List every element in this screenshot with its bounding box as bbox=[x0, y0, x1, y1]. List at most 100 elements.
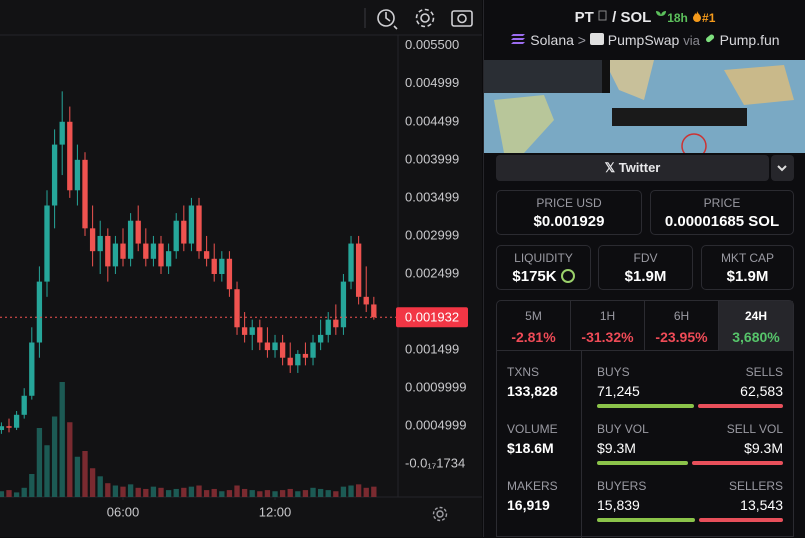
socials-expand[interactable] bbox=[771, 155, 794, 181]
candle-body bbox=[105, 235, 111, 267]
timeframe-label: 24H bbox=[744, 309, 767, 323]
timeframe-tabs: 5M -2.81% 1H -31.32% 6H -23.95% 24H 3,680% bbox=[497, 301, 793, 351]
last-price-label: 0.001932 bbox=[405, 310, 459, 325]
stat-label: VOLUME bbox=[507, 422, 558, 436]
copy-icon[interactable] bbox=[598, 10, 608, 22]
launchpad-link[interactable]: Pump.fun bbox=[719, 32, 780, 48]
buy-label: BUYS bbox=[597, 365, 630, 379]
axis-settings-icon[interactable] bbox=[432, 506, 448, 522]
candle-body bbox=[355, 243, 362, 297]
y-tick-label: 0.0004999 bbox=[405, 418, 466, 433]
volume-bar bbox=[181, 487, 187, 497]
volume-bar bbox=[112, 485, 119, 497]
candle-body bbox=[112, 243, 119, 267]
chart-background bbox=[0, 0, 482, 537]
volume-bar bbox=[340, 486, 347, 497]
timeframe-tab[interactable]: 6H -23.95% bbox=[645, 301, 719, 351]
candle-body bbox=[120, 243, 126, 259]
y-tick-label: 0.005500 bbox=[405, 37, 459, 52]
candle-body bbox=[29, 342, 35, 396]
stat-value: $18.6M bbox=[507, 440, 554, 456]
sell-share bbox=[697, 404, 783, 408]
candle-body bbox=[173, 220, 179, 252]
liquidity-lock bbox=[560, 269, 575, 283]
volume-bar bbox=[82, 451, 88, 497]
solana-logo bbox=[511, 34, 526, 44]
candle-body bbox=[158, 243, 164, 267]
timeframe-tab[interactable]: 24H 3,680% bbox=[719, 301, 793, 351]
trending-rank[interactable]: #1 bbox=[702, 11, 716, 25]
y-tick-label: -0.0₁₇1734 bbox=[405, 456, 465, 471]
timeframe-tab[interactable]: 1H -31.32% bbox=[571, 301, 645, 351]
timeframe-tab[interactable]: 5M -2.81% bbox=[497, 301, 571, 351]
candle-body bbox=[44, 205, 50, 282]
sell-value: 13,543 bbox=[740, 497, 783, 513]
price-value: $0.001929 bbox=[533, 213, 605, 230]
volume-bar bbox=[295, 491, 301, 497]
breadcrumb: Solana > PumpSwap via Pump.fun bbox=[484, 32, 805, 48]
price-label: PRICE USD bbox=[536, 196, 602, 210]
quote-symbol: SOL bbox=[620, 9, 652, 26]
volume-bar bbox=[150, 486, 157, 497]
candle-body bbox=[371, 304, 377, 318]
launchpad-logo bbox=[705, 34, 714, 43]
timeframe-change: -2.81% bbox=[511, 329, 556, 345]
chain-link[interactable]: Solana bbox=[530, 32, 574, 48]
candle-body bbox=[272, 342, 278, 351]
buy-sell-bar bbox=[597, 404, 783, 408]
volume-bar bbox=[355, 484, 362, 497]
candle-body bbox=[143, 243, 149, 259]
candle-body bbox=[333, 319, 339, 328]
sell-label: SELLS bbox=[745, 365, 783, 379]
pair-age: 18h bbox=[667, 11, 688, 25]
volume-bar bbox=[188, 486, 195, 497]
volume-bar bbox=[97, 476, 103, 497]
pair-panel: PT / SOL 18h #1 Solana > PumpSwap via Pu… bbox=[483, 0, 805, 538]
timeframe-label: 1H bbox=[599, 309, 616, 323]
dex-link[interactable]: PumpSwap bbox=[607, 32, 680, 48]
candle-body bbox=[127, 220, 134, 259]
volume-bar bbox=[272, 491, 278, 497]
timeframe-label: 6H bbox=[673, 309, 690, 323]
replay-icon[interactable] bbox=[377, 9, 398, 30]
settings-icon[interactable] bbox=[415, 8, 435, 28]
candle-body bbox=[279, 342, 286, 358]
timeframe-change: -23.95% bbox=[655, 329, 708, 345]
buy-value: $9.3M bbox=[597, 440, 636, 456]
candle-body bbox=[302, 353, 309, 358]
price-label: PRICE bbox=[703, 196, 741, 210]
snapshot-icon[interactable] bbox=[451, 10, 473, 27]
candle-body bbox=[226, 258, 233, 290]
volume-bar bbox=[74, 456, 81, 497]
volume-bar bbox=[173, 488, 179, 497]
candle-body bbox=[165, 251, 172, 267]
buy-sell-bar bbox=[597, 518, 783, 522]
buy-value: 15,839 bbox=[597, 497, 640, 513]
volume-bar bbox=[6, 490, 12, 497]
volume-bar bbox=[211, 488, 217, 497]
buy-label: BUYERS bbox=[597, 479, 647, 493]
candle-body bbox=[287, 357, 293, 366]
base-symbol: PT bbox=[574, 9, 594, 26]
buy-share bbox=[597, 404, 694, 408]
candle-body bbox=[363, 296, 369, 305]
volume-bar bbox=[203, 490, 210, 497]
stats-box: 5M -2.81% 1H -31.32% 6H -23.95% 24H 3,680% TXNS… bbox=[496, 300, 794, 538]
volume-bar bbox=[0, 491, 5, 497]
pair-separator: / bbox=[612, 9, 617, 26]
candle-body bbox=[13, 414, 20, 428]
volume-bar bbox=[348, 485, 354, 497]
buy-share bbox=[597, 461, 688, 465]
candle-body bbox=[181, 220, 187, 244]
volume-bar bbox=[67, 422, 73, 497]
x-tick-label: 06:00 bbox=[107, 504, 140, 519]
y-tick-label: 0.001499 bbox=[405, 342, 459, 357]
buy-share bbox=[597, 518, 696, 522]
sell-label: SELL VOL bbox=[726, 422, 783, 436]
twitter-button[interactable]: 𝕏 Twitter bbox=[496, 155, 769, 181]
candle-body bbox=[150, 243, 157, 259]
x-tick-label: 12:00 bbox=[259, 504, 292, 519]
candle-body bbox=[310, 342, 316, 358]
sell-value: $9.3M bbox=[744, 440, 783, 456]
